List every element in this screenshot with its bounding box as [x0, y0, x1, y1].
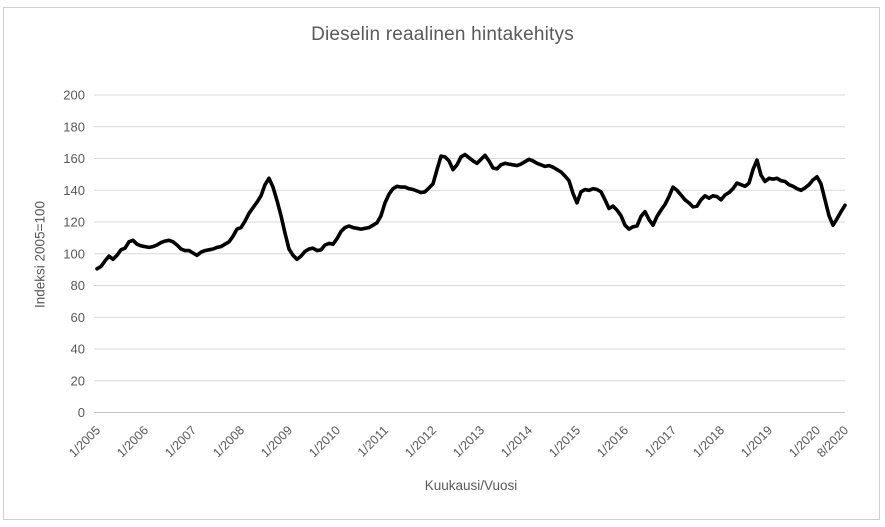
- x-tick-label: 1/2013: [450, 423, 487, 460]
- y-tick-label: 60: [71, 310, 85, 325]
- x-tick-label: 1/2017: [642, 423, 679, 460]
- y-tick-label: 80: [71, 278, 85, 293]
- x-tick-label: 1/2014: [498, 423, 535, 460]
- x-tick-label: 1/2005: [66, 423, 103, 460]
- x-tick-label: 1/2018: [690, 423, 727, 460]
- x-tick-label: 1/2007: [162, 423, 199, 460]
- x-tick-label: 1/2011: [355, 423, 391, 459]
- y-tick-label: 140: [63, 183, 85, 198]
- x-tick-label: 1/2015: [546, 423, 583, 460]
- y-tick-label: 0: [78, 405, 85, 420]
- y-tick-label: 160: [63, 151, 85, 166]
- x-tick-label: 8/2020: [814, 423, 851, 460]
- y-tick-label: 40: [71, 342, 85, 357]
- y-tick-label: 20: [71, 373, 85, 388]
- price-line: [95, 152, 847, 271]
- x-tick-label: 1/2019: [738, 423, 775, 460]
- y-tick-label: 120: [63, 215, 85, 230]
- y-tick-label: 200: [63, 88, 85, 103]
- chart-title: Dieselin reaalinen hintakehitys: [311, 24, 574, 45]
- y-tick-label: 180: [63, 119, 85, 134]
- x-axis-title: Kuukausi/Vuosi: [424, 478, 518, 493]
- chart-frame: [3, 7, 880, 520]
- x-tick-label: 1/2008: [210, 423, 247, 460]
- x-tick-label: 1/2010: [306, 423, 343, 460]
- x-tick-label: 1/2016: [594, 423, 631, 460]
- y-tick-label: 100: [63, 246, 85, 261]
- x-tick-label: 1/2006: [114, 423, 151, 460]
- x-tick-label: 1/2009: [258, 423, 295, 460]
- x-tick-label: 1/2012: [402, 423, 439, 460]
